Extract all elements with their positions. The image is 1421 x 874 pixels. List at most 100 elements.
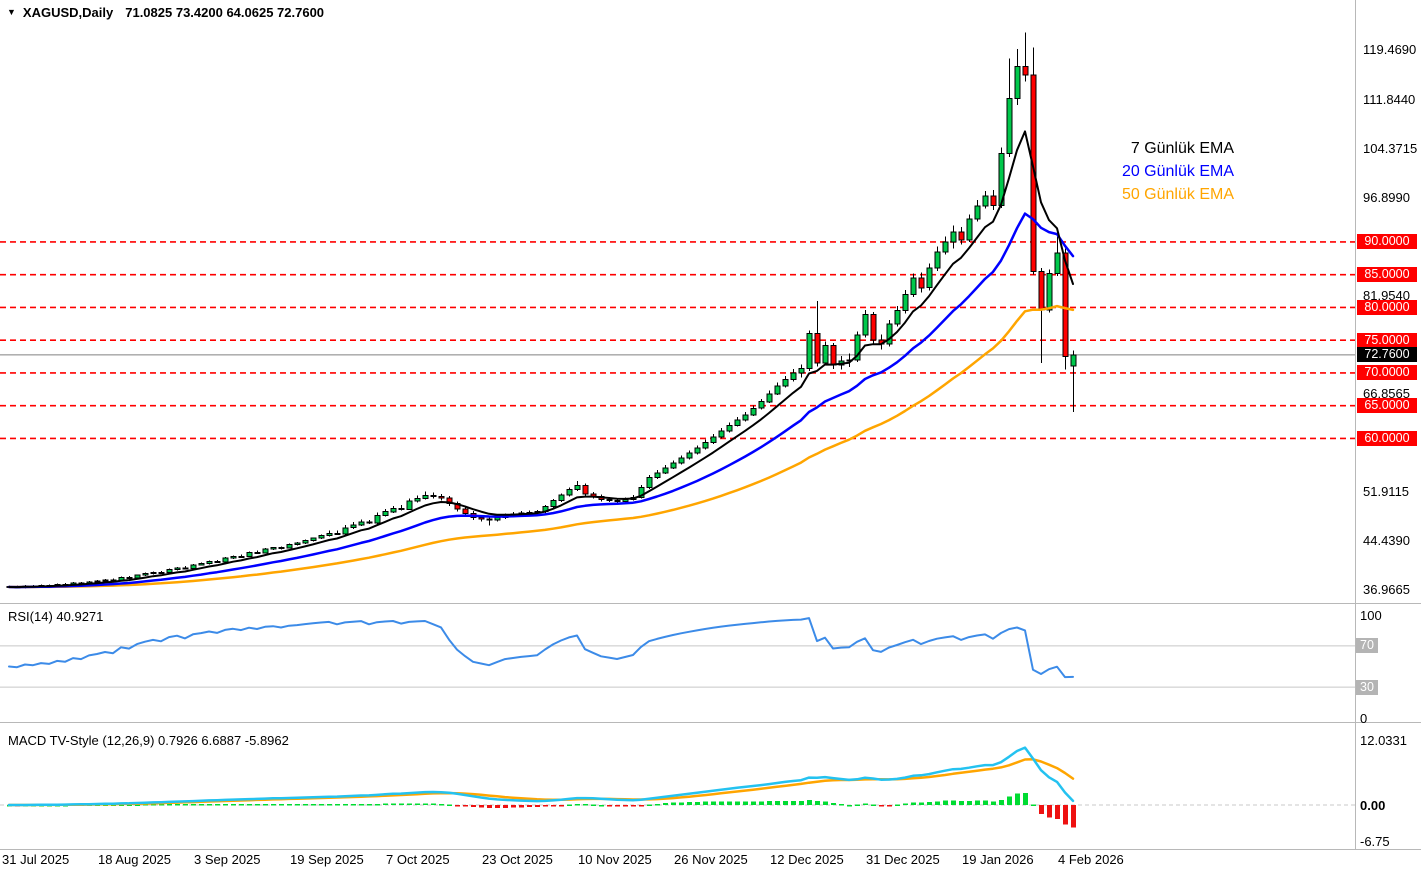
- candle-body: [174, 567, 181, 570]
- symbol-dropdown-icon[interactable]: ▼: [7, 7, 16, 17]
- candle-body: [270, 547, 277, 550]
- candle-body: [278, 547, 285, 550]
- macd-histogram-bar: [599, 804, 604, 807]
- macd-histogram-bar: [1015, 793, 1020, 805]
- candle-body: [926, 267, 933, 289]
- candle-body: [294, 542, 301, 546]
- macd-histogram-bar: [999, 799, 1004, 805]
- macd-histogram-bar: [199, 803, 204, 806]
- candle-body: [966, 218, 973, 241]
- candle-body: [390, 508, 397, 513]
- candle-body: [190, 564, 197, 570]
- ema-legend: 7 Günlük EMA 20 Günlük EMA 50 Günlük EMA: [940, 137, 1234, 206]
- macd-histogram-bar: [303, 804, 308, 806]
- macd-histogram-bar: [431, 803, 436, 806]
- macd-histogram-bar: [159, 804, 164, 806]
- macd-histogram-bar: [207, 803, 212, 806]
- macd-histogram-bar: [263, 803, 268, 806]
- candle-body: [166, 568, 173, 574]
- candle-body: [942, 241, 949, 253]
- candle-body: [822, 344, 829, 364]
- ema50-line: [7, 304, 1075, 589]
- candle-body: [638, 487, 645, 498]
- candle-body: [750, 407, 757, 416]
- candle-body: [126, 577, 133, 579]
- candle-body: [910, 277, 917, 295]
- macd-histogram-bar: [959, 801, 964, 805]
- candle-body: [694, 447, 701, 454]
- legend-ema7-label: 7 Günlük EMA: [1130, 140, 1234, 157]
- candle-body: [254, 552, 261, 555]
- macd-histogram-bar: [495, 805, 500, 809]
- macd-histogram-bar: [463, 805, 468, 807]
- macd-signal-line: [7, 758, 1075, 807]
- macd-histogram-bar: [279, 804, 284, 806]
- macd-histogram-bar: [439, 804, 444, 806]
- chart-title: ▼ XAGUSD,Daily 71.0825 73.4200 64.0625 72.…: [7, 5, 324, 20]
- candle-body: [606, 498, 613, 501]
- macd-histogram-bar: [687, 802, 692, 805]
- candle-body: [1062, 252, 1069, 358]
- macd-histogram-bar: [1007, 796, 1012, 805]
- candle-body: [214, 561, 221, 563]
- macd-histogram-bar: [815, 801, 820, 805]
- candle-body: [566, 489, 573, 496]
- candle-body: [318, 535, 325, 539]
- macd-histogram-bar: [719, 801, 724, 805]
- macd-histogram-bar: [487, 805, 492, 809]
- candle-body: [398, 508, 405, 510]
- candle-body: [342, 527, 349, 535]
- macd-histogram-bar: [863, 803, 868, 805]
- macd-histogram-bar: [631, 805, 636, 807]
- macd-histogram-bar: [231, 803, 236, 806]
- macd-histogram-bar: [135, 804, 140, 806]
- macd-histogram-bar: [255, 804, 260, 806]
- macd-histogram-bar: [359, 803, 364, 806]
- macd-histogram-bar: [783, 801, 788, 805]
- macd-histogram-bar: [1031, 804, 1036, 806]
- candle-body: [142, 573, 149, 576]
- candle-body: [1022, 66, 1029, 76]
- candle-body: [918, 277, 925, 289]
- candle-body: [382, 511, 389, 516]
- candle-body: [614, 499, 621, 502]
- macd-histogram-bar: [647, 804, 652, 806]
- macd-histogram-bar: [527, 805, 532, 807]
- macd-histogram-bar: [295, 804, 300, 806]
- macd-histogram-bar: [1071, 805, 1076, 828]
- candle-body: [478, 517, 485, 520]
- macd-histogram-bar: [247, 803, 252, 806]
- candle-body: [950, 231, 957, 243]
- macd-histogram-bar: [1047, 805, 1052, 818]
- candle-body: [718, 430, 725, 438]
- candle-body: [1054, 252, 1061, 274]
- macd-histogram-bar: [127, 804, 132, 806]
- macd-histogram-bar: [343, 804, 348, 806]
- macd-histogram-bar: [767, 801, 772, 805]
- macd-histogram-bar: [655, 803, 660, 806]
- macd-histogram-bar: [143, 804, 148, 806]
- macd-histogram-bar: [903, 803, 908, 806]
- candle-body: [662, 467, 669, 474]
- candle-body: [702, 442, 709, 449]
- candle-body: [302, 540, 309, 544]
- macd-histogram-bar: [367, 803, 372, 806]
- macd-histogram-bar: [799, 801, 804, 805]
- macd-histogram-bar: [271, 803, 276, 806]
- macd-histogram-bar: [639, 805, 644, 807]
- candle-body: [414, 497, 421, 502]
- macd-histogram-bar: [1063, 805, 1068, 825]
- candle-body: [734, 419, 741, 426]
- candle-body: [646, 477, 653, 489]
- macd-histogram-bar: [895, 804, 900, 807]
- macd-histogram-bar: [695, 801, 700, 805]
- macd-histogram-bar: [535, 805, 540, 807]
- macd-histogram-bar: [335, 804, 340, 806]
- candle-body: [438, 496, 445, 499]
- macd-histogram-bar: [223, 803, 228, 806]
- candle-body: [686, 452, 693, 459]
- macd-histogram-bar: [887, 805, 892, 807]
- candle-body: [102, 579, 109, 582]
